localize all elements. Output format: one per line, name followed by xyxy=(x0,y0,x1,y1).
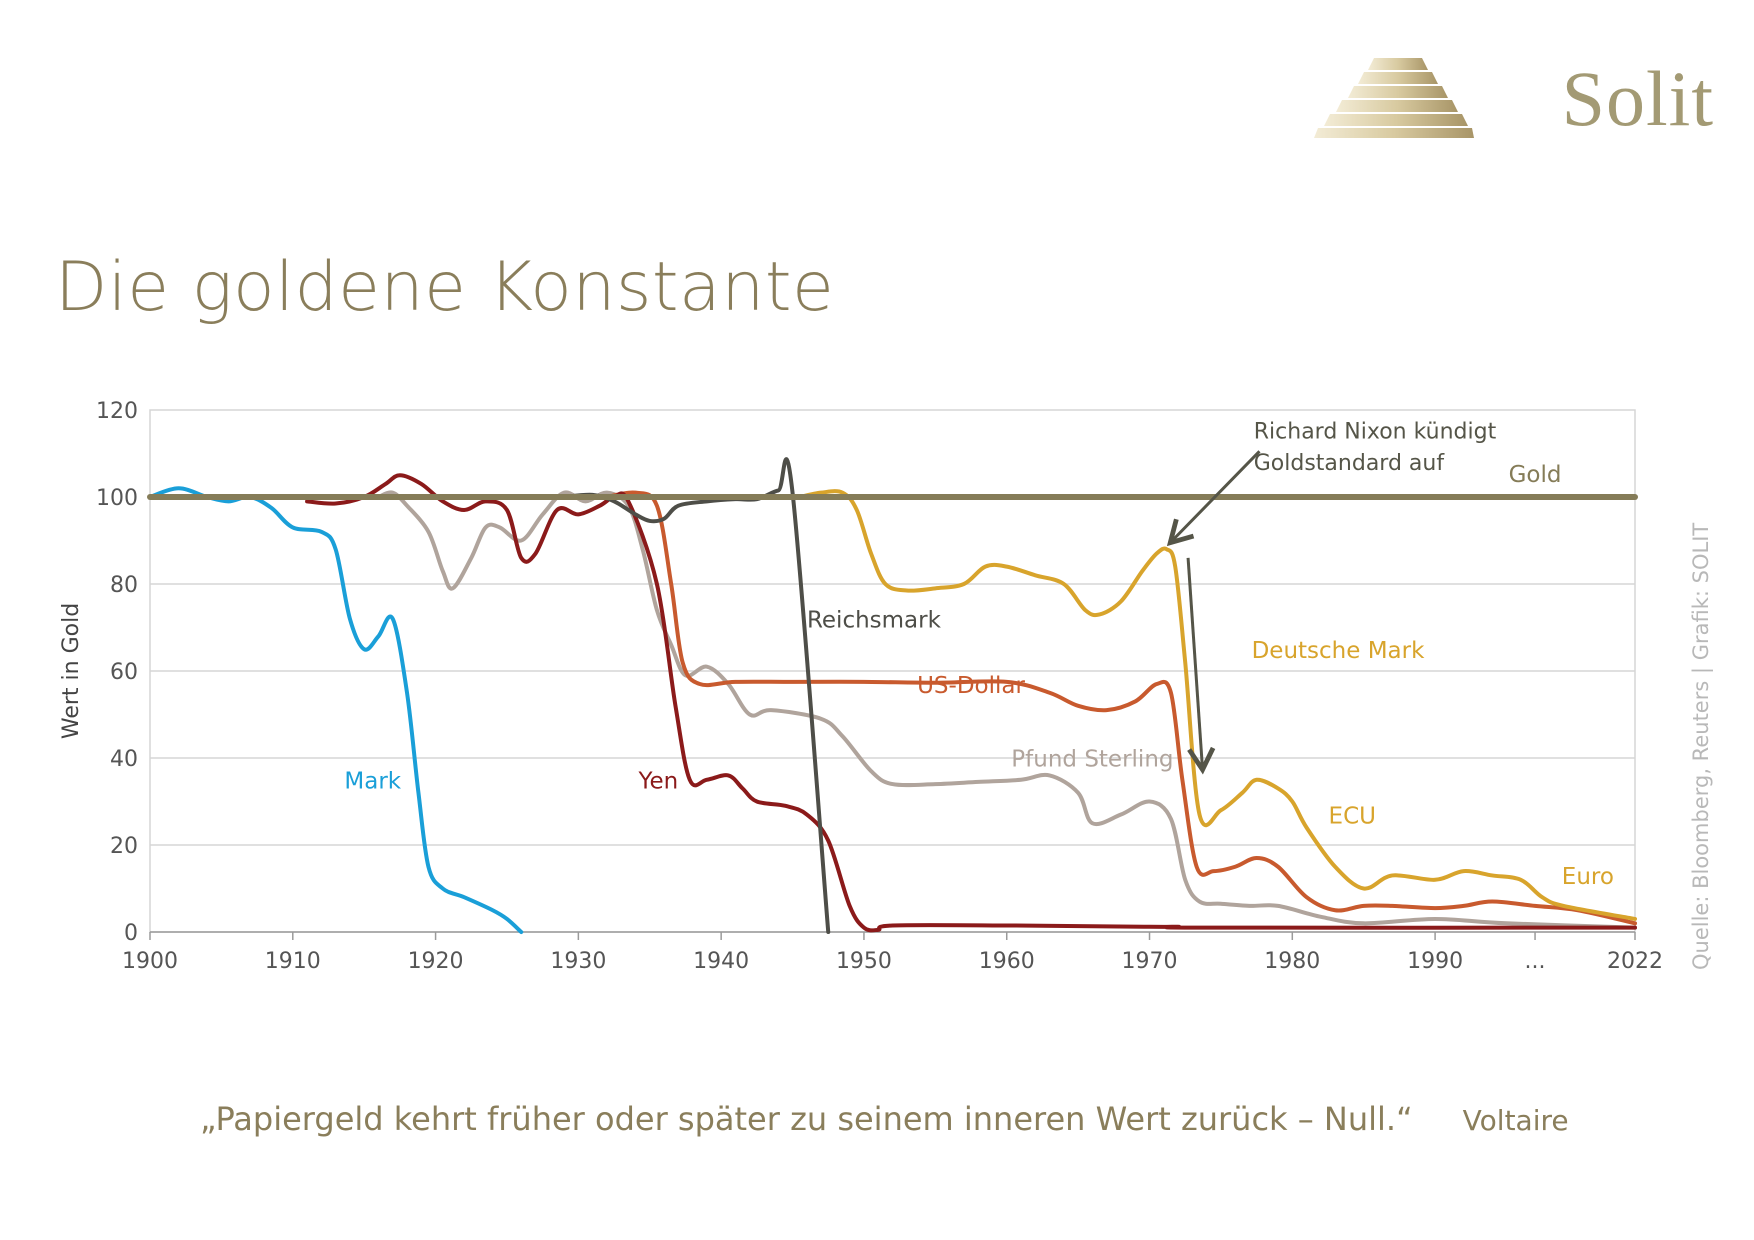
x-tick-label-1990: 1990 xyxy=(1407,949,1463,974)
annotation-nixon-line-2: Goldstandard auf xyxy=(1254,451,1446,476)
y-tick-label-40: 40 xyxy=(110,747,138,772)
x-tick-label-1980: 1980 xyxy=(1264,949,1320,974)
brand-name: Solit xyxy=(1561,55,1714,142)
series-line-deutsche-mark xyxy=(797,489,1637,921)
page-title: Die goldene Konstante xyxy=(55,248,835,327)
y-tick-label-100: 100 xyxy=(96,486,138,511)
annotation-arrow-drop xyxy=(1186,557,1216,775)
x-tick-label-1900: 1900 xyxy=(122,949,178,974)
stepped-pyramid-icon xyxy=(1314,58,1474,138)
series-label-deutsche-mark: Deutsche Mark xyxy=(1252,638,1426,664)
series-line-yen xyxy=(305,473,1637,933)
series-line-pfund-sterling xyxy=(376,490,1637,930)
series-label-euro: Euro xyxy=(1562,864,1614,890)
x-tick-label-1920: 1920 xyxy=(408,949,464,974)
series-label-mark: Mark xyxy=(344,768,401,794)
x-tick-label-1960: 1960 xyxy=(979,949,1035,974)
y-tick-label-120: 120 xyxy=(96,399,138,424)
solit-logo: Solit xyxy=(1314,50,1714,160)
source-credit: Quelle: Bloomberg, Reuters | Grafik: SOL… xyxy=(1689,522,1713,970)
series-label-reichsmark: Reichsmark xyxy=(807,608,942,634)
quote: „Papiergeld kehrt früher oder später zu … xyxy=(200,1100,1569,1138)
y-tick-label-80: 80 xyxy=(110,573,138,598)
x-tick-label-1970: 1970 xyxy=(1122,949,1178,974)
x-tick-label-...: ... xyxy=(1525,949,1546,974)
y-tick-label-20: 20 xyxy=(110,834,138,859)
x-tick-label-1940: 1940 xyxy=(693,949,749,974)
x-tick-label-1910: 1910 xyxy=(265,949,321,974)
series-line-reichsmark xyxy=(562,457,831,934)
annotation-nixon-line-1: Richard Nixon kündigt xyxy=(1254,419,1497,444)
series-label-pfund-sterling: Pfund Sterling xyxy=(1011,747,1173,773)
x-tick-label-1930: 1930 xyxy=(550,949,606,974)
series-line-us-dollar xyxy=(604,490,1637,926)
series-label-yen: Yen xyxy=(637,768,678,794)
y-tick-label-0: 0 xyxy=(124,921,138,946)
series-label-ecu: ECU xyxy=(1329,803,1376,829)
quote-text: „Papiergeld kehrt früher oder später zu … xyxy=(200,1100,1413,1138)
annotation-arrow-nixon xyxy=(1166,450,1261,547)
series-line-mark xyxy=(148,486,524,934)
series-label-gold: Gold xyxy=(1509,462,1562,488)
x-tick-label-1950: 1950 xyxy=(836,949,892,974)
series-label-us-dollar: US-Dollar xyxy=(917,673,1025,699)
x-tick-label-2022: 2022 xyxy=(1607,949,1663,974)
y-tick-label-60: 60 xyxy=(110,660,138,685)
y-axis-label: Wert in Gold xyxy=(59,603,84,739)
quote-author: Voltaire xyxy=(1462,1104,1569,1137)
